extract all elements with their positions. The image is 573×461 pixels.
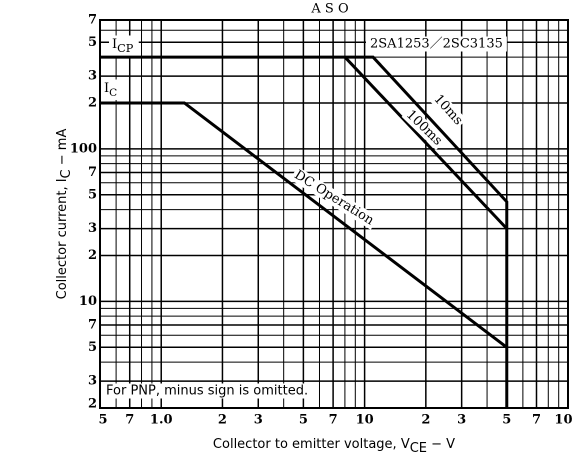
ic-label-sub: C: [109, 87, 117, 99]
y-tick-label: 3: [88, 374, 97, 389]
y-tick-label: 7: [88, 13, 97, 28]
ic-label-bg: [101, 79, 123, 100]
series-label-bg: [429, 90, 467, 130]
y-tick-label: 5: [88, 187, 97, 202]
icp-label-sub: CP: [117, 42, 134, 55]
y-tick-label: 5: [88, 35, 97, 50]
x-tick-label: 2: [218, 413, 227, 428]
series-line: [100, 55, 509, 408]
icp-label-main: I: [112, 37, 117, 52]
part-number: 2SA1253／2SC3135: [370, 37, 503, 52]
y-tick-label: 3: [88, 221, 97, 236]
y-axis-label-main: Collector current, I: [55, 178, 70, 299]
series-line: [100, 101, 508, 349]
y-tick-label: 3: [88, 69, 97, 84]
y-tick-label: 2: [88, 397, 97, 412]
x-tick-label: 7: [329, 413, 338, 428]
part-number-bg: [366, 36, 507, 52]
series-label-bg: [401, 105, 447, 151]
y-tick-label: 2: [88, 248, 97, 263]
y-tick-label: 100: [70, 141, 97, 156]
note-bg: [104, 383, 311, 399]
x-tick-label: 10: [356, 413, 374, 428]
ic-label-main: I: [104, 81, 109, 96]
x-tick-label: 5: [502, 413, 511, 428]
y-tick-label: 5: [88, 340, 97, 355]
x-axis-label: Collector to emitter voltage, VCE − V: [213, 437, 455, 456]
x-tick-label: 7: [532, 413, 541, 428]
x-tick-label: 2: [421, 413, 430, 428]
x-tick-label: 3: [254, 413, 263, 428]
icp-label-bg: [109, 35, 139, 56]
x-tick-label: 7: [125, 413, 134, 428]
y-axis-label-sub: C: [59, 169, 74, 178]
note: For PNP, minus sign is omitted.: [106, 384, 308, 399]
x-tick-label: 5: [299, 413, 308, 428]
y-axis-label-group: Collector current, IC − mA: [55, 129, 74, 300]
x-axis-label-main: Collector to emitter voltage, V: [213, 437, 410, 452]
y-axis-label: Collector current, IC − mA: [55, 129, 74, 300]
y-tick-label: 7: [88, 165, 97, 180]
series-line: [343, 56, 508, 230]
y-axis-label-unit: − mA: [55, 129, 70, 170]
y-tick-label: 2: [88, 95, 97, 110]
icp-label: ICP: [112, 37, 134, 56]
x-axis-label-sub: CE: [410, 441, 427, 456]
x-tick-label: 5: [98, 413, 107, 428]
chart-title: A S O: [310, 2, 348, 17]
x-axis-label-unit: − V: [427, 437, 455, 452]
y-tick-label: 10: [79, 294, 97, 309]
x-tick-label: 100: [554, 413, 573, 428]
x-tick-label: 1.0: [150, 413, 173, 428]
x-tick-label: 3: [457, 413, 466, 428]
plot-frame: [99, 19, 569, 409]
y-tick-label: 7: [88, 318, 97, 333]
ic-label: IC: [104, 81, 117, 100]
series-label-bg: [289, 166, 379, 230]
